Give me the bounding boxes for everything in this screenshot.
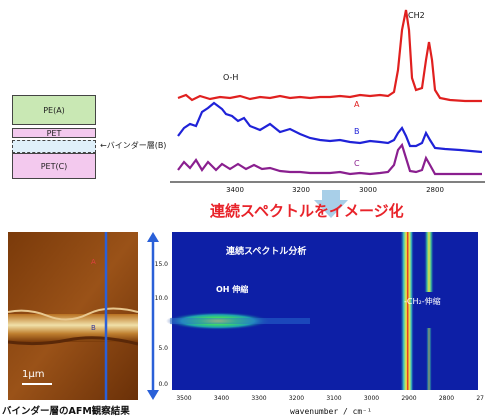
heatmap-x-tick: 3500 [176, 395, 191, 402]
layer-pe-label: PE(A) [43, 105, 65, 115]
heatmap-x-ticks: 3500 3400 3300 3200 3100 3000 2900 2800 2700 [176, 395, 484, 402]
heatmap-x-tick: 3300 [251, 395, 266, 402]
heatmap-x-tick: 3100 [326, 395, 341, 402]
binder-label-text: バインダー層(B) [106, 141, 167, 150]
heatmap-x-tick: 2700 [476, 395, 484, 402]
heatmap-x-axis-label: wavenumber / cm⁻¹ [290, 407, 372, 416]
heatmap-y-tick: 5.0 [158, 345, 168, 352]
heatmap-x-tick: 3000 [364, 395, 379, 402]
down-arrow-icon [314, 190, 348, 218]
image-conversion-label: 連続スペクトルをイメージ化 [210, 202, 404, 220]
spectra-x-tick: 3200 [292, 186, 310, 194]
afm-label-a: A [91, 258, 96, 266]
heatmap-y-tick: 15.0 [155, 261, 169, 268]
heatmap-x-tick: 2800 [439, 395, 454, 402]
spectra-x-tick: 3400 [226, 186, 244, 194]
spectra-chart: 3400 3200 3000 2800 O-H CH2 A B C [170, 9, 485, 194]
afm-caption: バインダー層のAFM観察結果 [2, 406, 130, 417]
layer-pet: PET [12, 128, 96, 138]
afm-scale-label: 1μm [22, 369, 44, 380]
heatmap-ch2-label: -CH₂-伸縮 [404, 296, 441, 306]
heatmap-ch2-band-2 [424, 232, 434, 292]
heatmap-chart: 15.0 10.0 5.0 0.0 3500 3400 3300 3200 3100 3000 2… [155, 232, 484, 416]
peak-ch2-label: CH2 [408, 11, 425, 20]
heatmap-ch2-band-3 [426, 328, 432, 390]
heatmap-y-tick: 10.0 [155, 295, 169, 302]
series-c-line [177, 142, 482, 176]
heatmap-oh-streak [170, 318, 310, 324]
spectra-ticks: 3400 3200 3000 2800 [226, 186, 444, 194]
peak-oh-label: O-H [223, 73, 238, 82]
afm-interface-top [8, 307, 138, 321]
spectra-x-tick: 2800 [426, 186, 444, 194]
series-a-label: A [354, 100, 360, 109]
layer-pet-c-label: PET(C) [40, 161, 68, 171]
series-b-line [177, 101, 483, 154]
layer-binder [12, 140, 96, 153]
layer-pe-a: PE(A) [12, 95, 96, 125]
heatmap-x-tick: 3200 [289, 395, 304, 402]
heatmap-oh-label: OH 伸縮 [216, 284, 248, 294]
afm-image: A B 1μm [8, 232, 138, 400]
afm-interface-bottom [8, 336, 138, 346]
heatmap-y-tick: 0.0 [158, 381, 168, 388]
heatmap-title: 連続スペクトル分析 [226, 245, 306, 257]
series-b-label: B [354, 127, 360, 136]
series-a-line [177, 9, 482, 103]
layer-pet-label: PET [46, 128, 62, 138]
scan-direction-arrow-icon [147, 232, 159, 400]
heatmap-x-tick: 3400 [214, 395, 229, 402]
heatmap-x-tick: 2900 [401, 395, 416, 402]
series-c-label: C [354, 159, 360, 168]
afm-label-b: B [91, 324, 96, 332]
heatmap-y-ticks: 15.0 10.0 5.0 0.0 [155, 261, 169, 388]
layer-pet-c: PET(C) [12, 153, 96, 179]
spectra-x-tick: 3000 [359, 186, 377, 194]
binder-label: ←バインダー層(B) [100, 141, 167, 150]
heatmap-ch2-band-1 [400, 232, 414, 390]
